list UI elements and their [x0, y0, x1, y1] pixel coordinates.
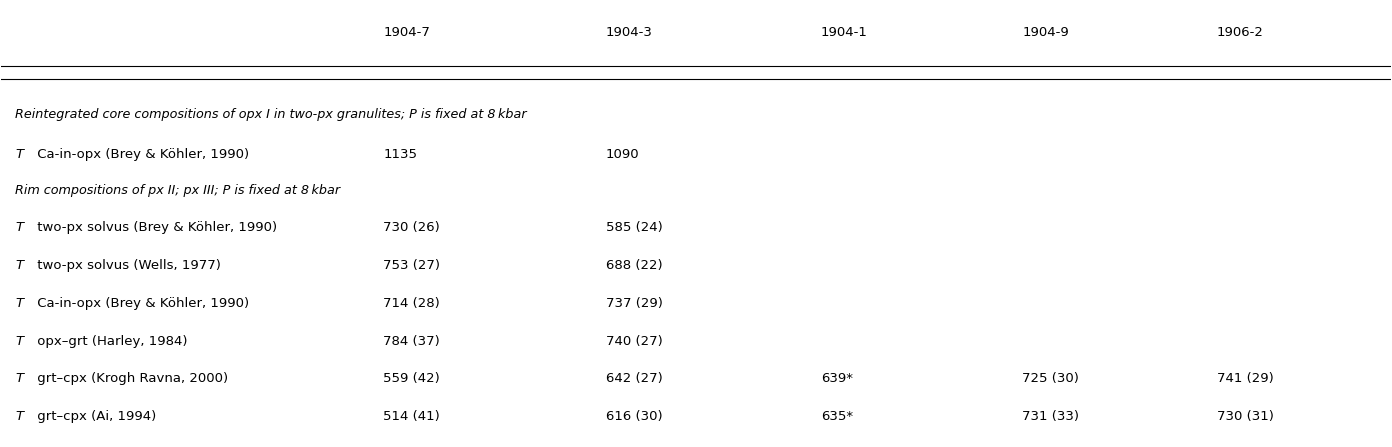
Text: Rim compositions of px II; px III; P is fixed at 8 kbar: Rim compositions of px II; px III; P is … [15, 184, 341, 197]
Text: 753 (27): 753 (27) [383, 259, 440, 272]
Text: T: T [15, 372, 24, 385]
Text: 585 (24): 585 (24) [606, 221, 663, 234]
Text: 737 (29): 737 (29) [606, 297, 663, 310]
Text: T: T [15, 297, 24, 310]
Text: Ca-in-opx (Brey & Köhler, 1990): Ca-in-opx (Brey & Köhler, 1990) [33, 297, 249, 310]
Text: 1904-3: 1904-3 [606, 26, 653, 39]
Text: 741 (29): 741 (29) [1217, 372, 1274, 385]
Text: T: T [15, 148, 24, 161]
Text: grt–cpx (Krogh Ravna, 2000): grt–cpx (Krogh Ravna, 2000) [33, 372, 228, 385]
Text: 616 (30): 616 (30) [606, 410, 663, 423]
Text: T: T [15, 259, 24, 272]
Text: 514 (41): 514 (41) [383, 410, 440, 423]
Text: 1904-9: 1904-9 [1023, 26, 1069, 39]
Text: T: T [15, 221, 24, 234]
Text: 725 (30): 725 (30) [1023, 372, 1079, 385]
Text: 784 (37): 784 (37) [383, 335, 440, 348]
Text: T: T [15, 335, 24, 348]
Text: 1904-1: 1904-1 [821, 26, 867, 39]
Text: 1906-2: 1906-2 [1217, 26, 1264, 39]
Text: Reintegrated core compositions of opx I in two-px granulites; P is fixed at 8 kb: Reintegrated core compositions of opx I … [15, 108, 528, 121]
Text: 639*: 639* [821, 372, 853, 385]
Text: 1135: 1135 [383, 148, 418, 161]
Text: 730 (31): 730 (31) [1217, 410, 1274, 423]
Text: opx–grt (Harley, 1984): opx–grt (Harley, 1984) [33, 335, 188, 348]
Text: 731 (33): 731 (33) [1023, 410, 1079, 423]
Text: 1904-7: 1904-7 [383, 26, 430, 39]
Text: 635*: 635* [821, 410, 853, 423]
Text: 714 (28): 714 (28) [383, 297, 440, 310]
Text: 740 (27): 740 (27) [606, 335, 663, 348]
Text: grt–cpx (Ai, 1994): grt–cpx (Ai, 1994) [33, 410, 156, 423]
Text: 688 (22): 688 (22) [606, 259, 663, 272]
Text: two-px solvus (Brey & Köhler, 1990): two-px solvus (Brey & Köhler, 1990) [33, 221, 277, 234]
Text: Ca-in-opx (Brey & Köhler, 1990): Ca-in-opx (Brey & Köhler, 1990) [33, 148, 249, 161]
Text: 642 (27): 642 (27) [606, 372, 663, 385]
Text: two-px solvus (Wells, 1977): two-px solvus (Wells, 1977) [33, 259, 221, 272]
Text: 730 (26): 730 (26) [383, 221, 440, 234]
Text: 1090: 1090 [606, 148, 639, 161]
Text: T: T [15, 410, 24, 423]
Text: 559 (42): 559 (42) [383, 372, 440, 385]
